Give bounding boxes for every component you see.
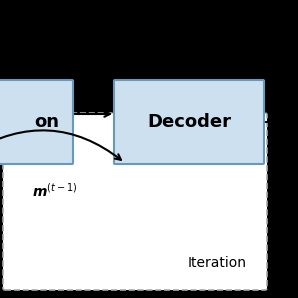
Text: Decoder: Decoder — [147, 113, 231, 131]
Text: $\boldsymbol{m}^{(t-1)}$: $\boldsymbol{m}^{(t-1)}$ — [32, 182, 77, 200]
Text: on: on — [35, 113, 60, 131]
FancyBboxPatch shape — [3, 113, 267, 290]
Text: $\boldsymbol{c}^{(t)}$: $\boldsymbol{c}^{(t)}$ — [83, 91, 104, 109]
Text: Iteration: Iteration — [188, 256, 247, 270]
FancyBboxPatch shape — [0, 80, 73, 164]
Bar — [0, 0, 298, 117]
FancyBboxPatch shape — [114, 80, 264, 164]
